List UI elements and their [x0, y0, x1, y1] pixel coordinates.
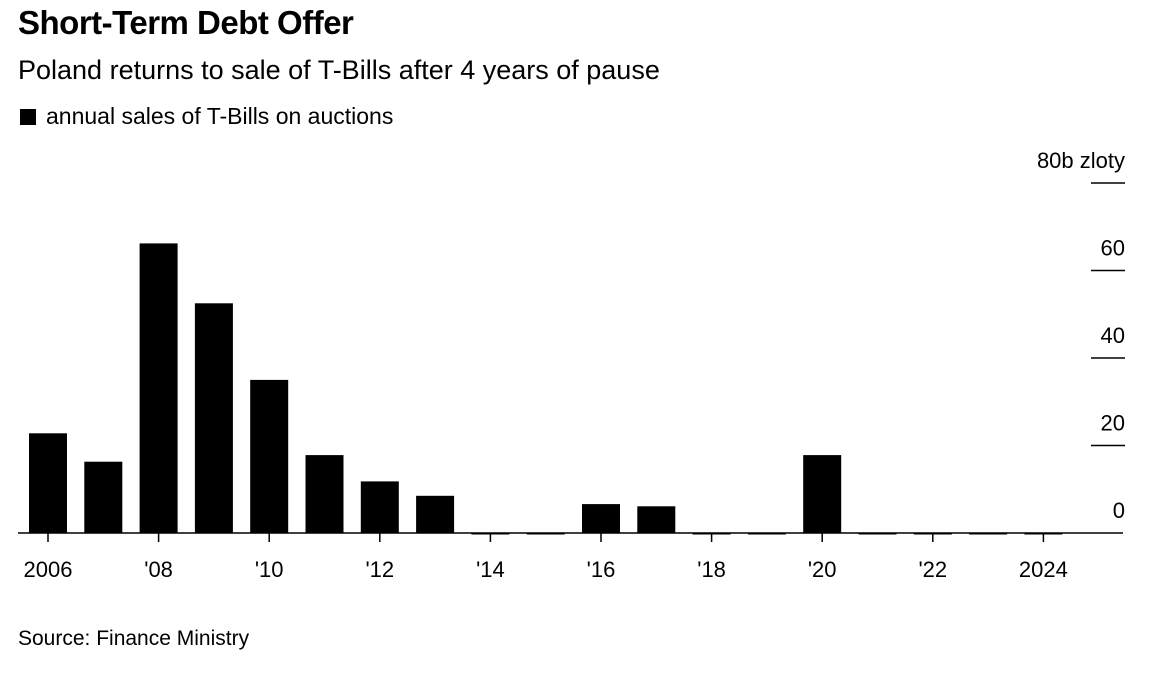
bar-2010	[250, 379, 289, 533]
y-tick-label-0: 0	[1113, 498, 1125, 523]
chart-subtitle: Poland returns to sale of T-Bills after …	[18, 55, 660, 85]
chart-title: Short-Term Debt Offer	[18, 4, 354, 41]
x-tick-label-2008: '08	[144, 557, 173, 582]
x-tick-label-2020: '20	[808, 557, 837, 582]
y-tick-label-20: 20	[1101, 411, 1125, 436]
y-axis: 0 20 40 60 80b zloty	[1037, 148, 1125, 523]
x-tick-label-2012: '12	[365, 557, 394, 582]
bar-2006	[29, 433, 67, 534]
bar-2007	[84, 461, 123, 533]
legend: annual sales of T-Bills on auctions	[20, 103, 393, 130]
legend-swatch	[20, 108, 36, 125]
legend-label: annual sales of T-Bills on auctions	[46, 103, 394, 129]
bars-group	[29, 243, 842, 534]
bar-2009	[194, 303, 233, 533]
x-tick-label-2014: '14	[476, 557, 505, 582]
x-tick-label-2018: '18	[697, 557, 726, 582]
x-tick-label-2010: '10	[255, 557, 284, 582]
bar-2016	[582, 504, 620, 533]
bar-2020	[803, 455, 842, 533]
x-tick-label-2006: 2006	[24, 557, 73, 582]
y-tick-label-80: 80b zloty	[1037, 148, 1125, 173]
bar-2013	[416, 495, 455, 533]
bar-2017	[637, 506, 676, 533]
x-tick-label-2022: '22	[918, 557, 947, 582]
y-tick-label-60: 60	[1101, 236, 1125, 261]
bar-2011	[305, 455, 344, 533]
x-axis: 2006 '08 '10 '12 '14 '16 '18 '20 '22 2024	[24, 533, 1068, 582]
x-tick-label-2024: 2024	[1019, 557, 1068, 582]
bar-2012	[360, 481, 399, 533]
y-tick-label-40: 40	[1101, 323, 1125, 348]
bar-2008	[139, 243, 178, 533]
source-note: Source: Finance Ministry	[18, 627, 250, 650]
x-tick-label-2016: '16	[587, 557, 616, 582]
